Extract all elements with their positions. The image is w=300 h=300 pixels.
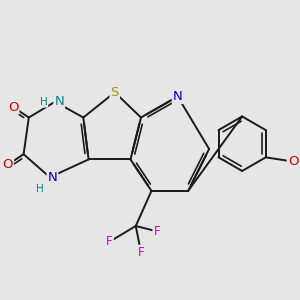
Text: O: O — [288, 155, 298, 168]
Text: O: O — [3, 158, 13, 171]
Text: F: F — [106, 235, 113, 248]
Text: O: O — [8, 100, 18, 113]
Text: N: N — [173, 90, 182, 103]
Text: N: N — [47, 171, 57, 184]
Text: H: H — [40, 97, 47, 107]
Text: S: S — [111, 86, 119, 99]
Text: H: H — [37, 184, 44, 194]
Text: F: F — [138, 246, 144, 259]
Text: N: N — [54, 95, 64, 108]
Text: F: F — [153, 225, 160, 238]
